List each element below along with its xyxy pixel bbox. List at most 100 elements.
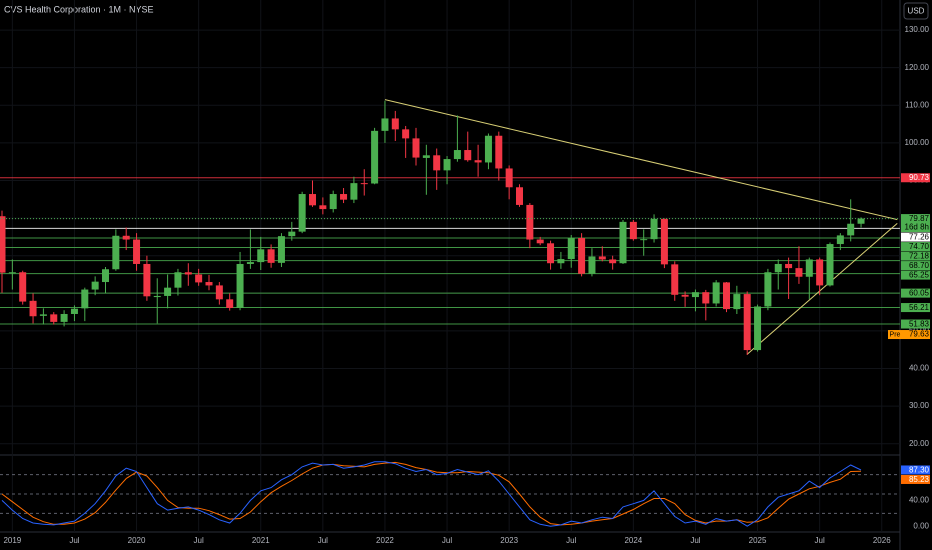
y-tick-label: 30.00	[909, 401, 930, 410]
candle-body	[640, 239, 648, 241]
candle-body	[360, 183, 368, 185]
candle-body	[257, 249, 265, 263]
candle-body	[50, 314, 58, 322]
candle-body	[319, 205, 327, 210]
countdown-label: 16d 8h	[905, 223, 929, 232]
candle-body	[723, 282, 730, 310]
candle-body	[691, 292, 699, 298]
candle-body	[39, 314, 47, 316]
candle-body	[712, 282, 720, 304]
candle-body	[764, 272, 772, 307]
indicator-badge	[901, 465, 930, 475]
candle-body	[671, 264, 679, 295]
candle-body	[102, 269, 109, 283]
candle-body	[516, 187, 523, 205]
candle-body	[547, 243, 555, 264]
price-badge	[901, 319, 930, 329]
candle-body	[567, 238, 575, 260]
candle-body	[153, 295, 161, 298]
candle-body	[288, 231, 296, 237]
price-badge-label: 65.25	[909, 270, 930, 279]
indicator-tick-label: 0.00	[913, 521, 929, 530]
candle-body	[236, 263, 244, 308]
candle-body	[184, 272, 192, 275]
candle-body	[733, 294, 741, 310]
candle-body	[350, 183, 358, 200]
indicator-line	[1, 461, 862, 526]
x-tick-label: Jul	[690, 536, 700, 545]
candle-body	[826, 244, 834, 286]
x-tick-label: Jul	[566, 536, 576, 545]
x-tick-label: 2021	[252, 536, 270, 545]
candle-body	[785, 263, 793, 269]
candle-body	[588, 256, 596, 274]
indicator-pane	[0, 461, 900, 527]
price-badge	[901, 242, 930, 252]
y-tick-label: 110.00	[905, 100, 929, 109]
x-tick-label: 2020	[128, 536, 146, 545]
candle-body	[609, 259, 617, 264]
candle-body	[371, 130, 379, 184]
x-tick-label: 2024	[624, 536, 642, 545]
premarket-badge	[902, 330, 930, 340]
candle-body	[774, 263, 782, 273]
y-tick-label: 100.00	[905, 138, 930, 147]
candle-body	[19, 272, 27, 302]
candle-body	[453, 150, 461, 160]
indicator-badge-label: 85.23	[909, 475, 930, 484]
candle-body	[195, 274, 203, 283]
x-tick-label: Jul	[69, 536, 79, 545]
candle-body	[267, 249, 275, 263]
candle-body	[681, 294, 689, 297]
candle-body	[205, 282, 213, 286]
x-tick-label: 2026	[873, 536, 891, 545]
candle-body	[143, 263, 151, 297]
price-badge-label: 68.70	[909, 261, 930, 270]
candle-body	[836, 235, 844, 245]
candle-body	[112, 235, 120, 270]
candle-body	[402, 129, 410, 139]
candle-body	[433, 155, 441, 171]
price-badge-label: 72.18	[909, 251, 930, 260]
premarket-badge-label: 79.63	[909, 330, 930, 339]
candle-body	[298, 194, 306, 232]
trendline	[384, 99, 898, 221]
x-tick-label: 2025	[749, 536, 767, 545]
price-badge	[901, 232, 930, 242]
candle-body	[60, 313, 68, 322]
y-tick-label: 120.00	[905, 63, 930, 72]
candle-body	[526, 204, 534, 240]
candle-body	[619, 221, 627, 264]
candle-body	[29, 300, 37, 317]
x-tick-label: 2023	[500, 536, 518, 545]
candle-body	[464, 150, 472, 161]
candle-body	[91, 281, 99, 290]
x-tick-label: Jul	[318, 536, 328, 545]
candle-body	[309, 194, 316, 206]
candle-body	[598, 256, 606, 260]
candle-body	[246, 262, 254, 264]
currency-label[interactable]: USD	[908, 7, 925, 16]
candle-body	[277, 236, 285, 263]
price-badge-label: 56.21	[909, 303, 930, 312]
candle-body	[422, 155, 430, 158]
price-badge-label: 77.26	[909, 232, 930, 241]
price-badge-label: 79.87	[909, 214, 930, 223]
candle-body	[391, 118, 399, 130]
premarket-tag-label: Pre	[890, 331, 901, 338]
main-pane	[0, 0, 900, 532]
candle-body	[857, 218, 865, 224]
candle-body	[474, 160, 482, 163]
candle-body	[578, 238, 586, 274]
candle-body	[81, 289, 89, 309]
candle-body	[329, 194, 337, 210]
candle-body	[795, 268, 803, 277]
candle-body	[443, 159, 451, 171]
candle-body	[174, 272, 182, 288]
candle-body	[805, 259, 813, 277]
candle-body	[164, 287, 172, 296]
currency-button[interactable]	[903, 2, 929, 20]
x-tick-label: Jul	[815, 536, 825, 545]
price-badge-label: 74.70	[909, 242, 930, 251]
